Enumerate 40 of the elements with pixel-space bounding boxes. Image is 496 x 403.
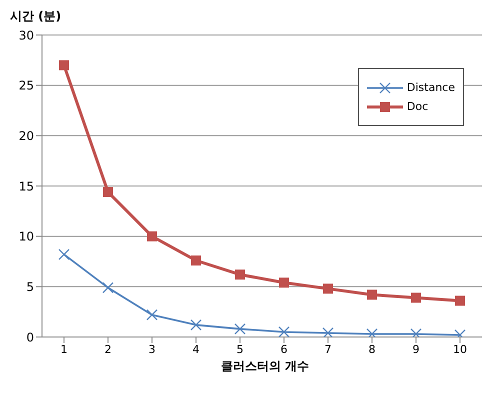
point xyxy=(455,296,465,306)
x-tick-label: 10 xyxy=(453,342,467,356)
point xyxy=(278,326,290,337)
point xyxy=(191,255,201,266)
point xyxy=(235,270,245,280)
point xyxy=(59,60,69,70)
y-tick-label: 10 xyxy=(18,230,34,244)
point xyxy=(366,328,378,337)
y-tick-label: 30 xyxy=(18,28,34,42)
x-tick-label: 7 xyxy=(324,342,332,356)
point xyxy=(411,292,421,303)
x-tick-label: 2 xyxy=(104,342,112,356)
y-axis-title: 시간 (분) xyxy=(10,8,62,25)
point xyxy=(103,187,113,198)
x-axis-title: 클러스터의 개수 xyxy=(220,358,310,375)
point xyxy=(410,328,422,337)
y-tick-label: 25 xyxy=(18,78,34,93)
y-tick-label: 20 xyxy=(18,128,34,143)
point xyxy=(102,282,114,294)
point xyxy=(279,278,289,288)
legend-label: Doc xyxy=(406,100,428,113)
x-tick-label: 4 xyxy=(192,342,200,356)
y-tick-label: 15 xyxy=(18,179,34,194)
y-tick-label: 5 xyxy=(26,280,34,294)
point xyxy=(323,284,333,294)
point xyxy=(147,231,157,242)
point xyxy=(190,319,202,331)
point xyxy=(146,309,158,320)
x-tick-label: 5 xyxy=(236,342,244,356)
point xyxy=(58,248,70,260)
x-tick-label: 1 xyxy=(60,342,68,356)
x-tick-label: 6 xyxy=(280,342,288,356)
x-tick-label: 3 xyxy=(148,342,156,356)
point xyxy=(234,323,246,335)
x-tick-label: 9 xyxy=(412,342,420,356)
y-tick-label: 0 xyxy=(26,330,34,344)
legend-label: Distance xyxy=(406,81,455,94)
point xyxy=(322,327,334,337)
x-tick-label: 8 xyxy=(368,342,376,356)
point xyxy=(367,290,377,300)
